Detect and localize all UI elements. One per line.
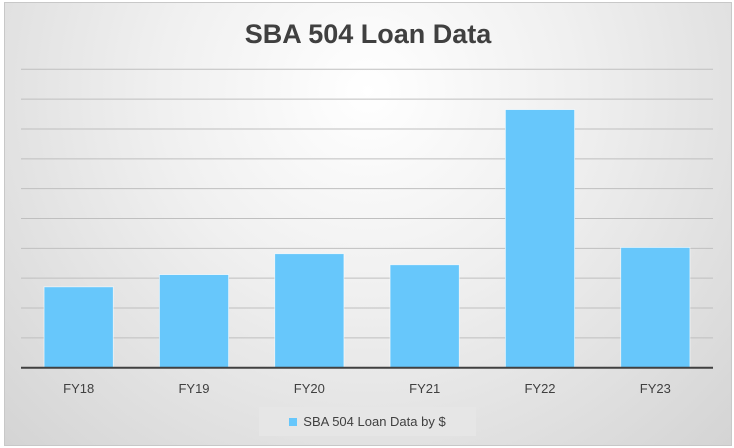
- chart-area: SBA 504 Loan Data FY18 FY19 FY20 FY21 FY22 FY…: [4, 2, 732, 446]
- x-tick-label: FY22: [524, 381, 555, 396]
- bar-fy18: [43, 286, 114, 369]
- bar-fy20: [274, 253, 345, 369]
- legend: SBA 504 Loan Data by $: [259, 407, 476, 436]
- chart-title: SBA 504 Loan Data: [244, 19, 492, 49]
- bar-fy21: [389, 264, 460, 369]
- x-tick-label: FY21: [409, 381, 440, 396]
- x-tick-label: FY18: [63, 381, 94, 396]
- legend-label: SBA 504 Loan Data by $: [303, 414, 446, 429]
- x-tick-label: FY23: [640, 381, 671, 396]
- plot-area: FY18 FY19 FY20 FY21 FY22 FY23: [21, 68, 713, 396]
- x-tick-label: FY19: [178, 381, 209, 396]
- bar-fy19: [158, 274, 229, 369]
- x-tick-label: FY20: [294, 381, 325, 396]
- legend-swatch: [289, 417, 298, 426]
- bar-fy22: [504, 109, 575, 369]
- bar-fy23: [620, 247, 691, 369]
